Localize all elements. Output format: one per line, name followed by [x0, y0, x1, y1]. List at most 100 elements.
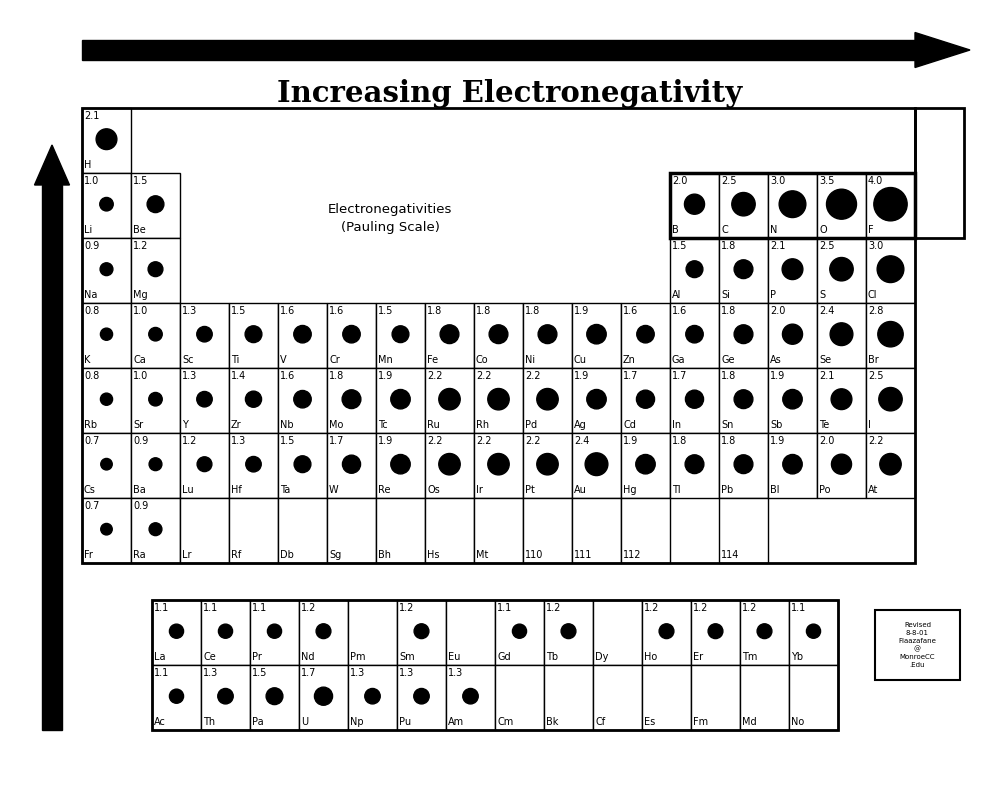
- Bar: [572, 303, 621, 368]
- Text: 2.2: 2.2: [427, 436, 442, 446]
- Text: 1.9: 1.9: [378, 371, 393, 381]
- Bar: [327, 368, 376, 433]
- Bar: [719, 368, 768, 433]
- Circle shape: [294, 456, 311, 472]
- Circle shape: [147, 196, 164, 212]
- Text: Electronegativities
(Pauling Scale): Electronegativities (Pauling Scale): [328, 203, 452, 234]
- Bar: [691, 600, 740, 665]
- Text: 111: 111: [574, 550, 592, 560]
- Text: Cm: Cm: [497, 717, 513, 727]
- Bar: [621, 498, 670, 563]
- Circle shape: [440, 325, 459, 344]
- Text: 1.5: 1.5: [231, 306, 246, 316]
- Text: Te: Te: [819, 420, 829, 430]
- Bar: [768, 303, 817, 368]
- Bar: [817, 303, 866, 368]
- Text: I: I: [868, 420, 871, 430]
- Text: 1.8: 1.8: [329, 371, 344, 381]
- Bar: [425, 498, 474, 563]
- Circle shape: [391, 455, 410, 474]
- Text: Cs: Cs: [84, 485, 96, 495]
- Text: 1.2: 1.2: [399, 603, 414, 613]
- Bar: [201, 665, 250, 730]
- Bar: [425, 433, 474, 498]
- Bar: [495, 665, 544, 730]
- Bar: [817, 173, 866, 238]
- Bar: [152, 665, 201, 730]
- Text: 2.5: 2.5: [819, 241, 834, 251]
- Text: Na: Na: [84, 290, 97, 300]
- Text: O: O: [819, 225, 827, 235]
- Text: 0.9: 0.9: [133, 501, 148, 511]
- Text: No: No: [791, 717, 804, 727]
- Text: 110: 110: [525, 550, 543, 560]
- Text: Sg: Sg: [329, 550, 341, 560]
- Text: 1.9: 1.9: [623, 436, 638, 446]
- Text: 1.5: 1.5: [378, 306, 393, 316]
- Text: Ce: Ce: [203, 652, 216, 662]
- Text: Th: Th: [203, 717, 215, 727]
- Circle shape: [684, 194, 705, 214]
- Bar: [376, 303, 425, 368]
- Circle shape: [218, 689, 233, 704]
- Text: C: C: [721, 225, 728, 235]
- Circle shape: [365, 689, 380, 704]
- Text: 2.1: 2.1: [84, 111, 99, 121]
- Bar: [719, 238, 768, 303]
- Text: Nb: Nb: [280, 420, 294, 430]
- Text: 1.8: 1.8: [721, 371, 736, 381]
- Text: 1.5: 1.5: [252, 668, 267, 678]
- Text: 1.6: 1.6: [672, 306, 687, 316]
- Circle shape: [734, 455, 753, 473]
- Bar: [348, 665, 397, 730]
- Text: 2.4: 2.4: [819, 306, 834, 316]
- Text: H: H: [84, 160, 91, 170]
- Circle shape: [685, 455, 704, 473]
- Text: S: S: [819, 290, 825, 300]
- Text: 2.4: 2.4: [574, 436, 589, 446]
- Text: 112: 112: [623, 550, 642, 560]
- Text: 0.8: 0.8: [84, 306, 99, 316]
- Text: Ni: Ni: [525, 355, 535, 365]
- Circle shape: [831, 389, 852, 409]
- Text: Pd: Pd: [525, 420, 537, 430]
- Bar: [866, 368, 915, 433]
- Text: 2.2: 2.2: [868, 436, 884, 446]
- Text: Ge: Ge: [721, 355, 734, 365]
- Text: Lu: Lu: [182, 485, 194, 495]
- Text: 1.3: 1.3: [182, 306, 197, 316]
- Text: 1.8: 1.8: [427, 306, 442, 316]
- Bar: [817, 433, 866, 498]
- Text: Db: Db: [280, 550, 294, 560]
- Text: Am: Am: [448, 717, 464, 727]
- Text: 1.2: 1.2: [182, 436, 197, 446]
- Text: 1.7: 1.7: [329, 436, 344, 446]
- Bar: [376, 368, 425, 433]
- Circle shape: [439, 389, 460, 410]
- Circle shape: [197, 326, 212, 342]
- Text: 1.8: 1.8: [672, 436, 687, 446]
- Bar: [229, 433, 278, 498]
- Text: 0.8: 0.8: [84, 371, 99, 381]
- Text: Zr: Zr: [231, 420, 242, 430]
- Text: Tm: Tm: [742, 652, 757, 662]
- Text: 2.0: 2.0: [770, 306, 785, 316]
- Bar: [425, 368, 474, 433]
- Bar: [376, 498, 425, 563]
- Polygon shape: [34, 145, 70, 185]
- Text: Mt: Mt: [476, 550, 488, 560]
- Circle shape: [100, 328, 113, 340]
- Text: Ac: Ac: [154, 717, 166, 727]
- Text: Re: Re: [378, 485, 390, 495]
- Bar: [152, 600, 838, 730]
- Text: Ga: Ga: [672, 355, 686, 365]
- Bar: [544, 665, 593, 730]
- Circle shape: [877, 256, 904, 282]
- Text: 1.7: 1.7: [301, 668, 316, 678]
- Bar: [278, 433, 327, 498]
- Bar: [82, 433, 131, 498]
- Text: 2.8: 2.8: [868, 306, 883, 316]
- Circle shape: [149, 327, 162, 341]
- Bar: [327, 498, 376, 563]
- Circle shape: [879, 388, 902, 411]
